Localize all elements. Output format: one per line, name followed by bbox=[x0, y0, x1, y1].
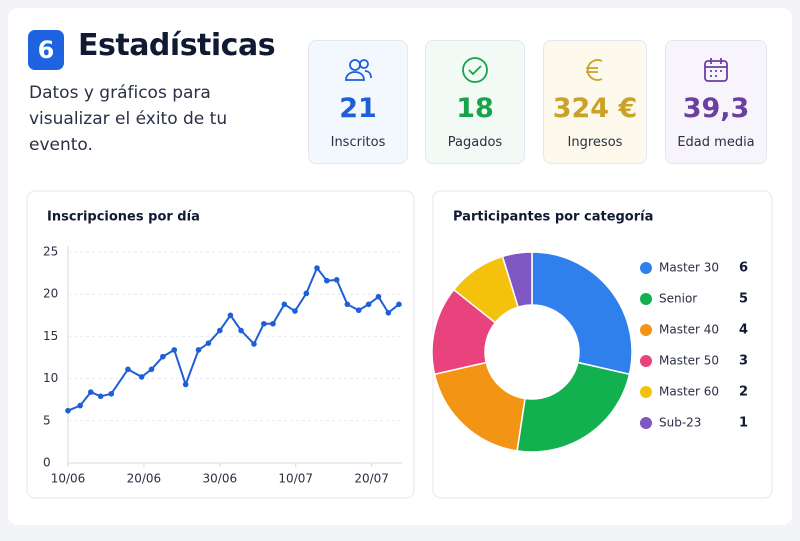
legend-value: 1 bbox=[739, 416, 748, 431]
x-tick-label: 10/06 bbox=[51, 472, 86, 486]
x-tick-label: 20/07 bbox=[354, 472, 389, 486]
y-tick-label: 0 bbox=[43, 456, 51, 470]
point bbox=[324, 277, 330, 284]
point bbox=[195, 347, 202, 353]
step-badge: 6 bbox=[28, 30, 64, 70]
stat-value: 39,3 bbox=[682, 93, 750, 124]
y-tick-label: 20 bbox=[43, 287, 58, 301]
point bbox=[87, 389, 94, 395]
page: 6 Estadísticas Datos y gráficos para vis… bbox=[8, 8, 792, 525]
point bbox=[125, 366, 131, 373]
point bbox=[355, 307, 362, 314]
icon-euro bbox=[586, 59, 603, 81]
page-subtitle: Datos y gráficos para visualizar el éxit… bbox=[29, 83, 228, 155]
stat-label: Inscritos bbox=[330, 135, 386, 150]
legend-value: 3 bbox=[739, 354, 748, 369]
point bbox=[77, 402, 83, 409]
point bbox=[261, 320, 267, 327]
stat-label: Edad media bbox=[677, 135, 755, 150]
stat-label: Ingresos bbox=[567, 135, 623, 150]
legend-value: 2 bbox=[739, 385, 748, 400]
x-tick-label: 30/06 bbox=[203, 472, 238, 486]
legend-swatch bbox=[640, 324, 652, 336]
legend-label: Master 30 bbox=[659, 261, 719, 275]
pie-slice bbox=[501, 251, 533, 309]
point bbox=[303, 290, 310, 297]
stat-label: Pagados bbox=[447, 135, 503, 150]
point bbox=[171, 347, 178, 353]
point bbox=[148, 366, 155, 373]
pie-slice bbox=[516, 361, 631, 453]
point bbox=[217, 327, 223, 334]
icon-calendar bbox=[704, 58, 728, 82]
legend-label: Master 50 bbox=[659, 354, 719, 368]
point bbox=[314, 265, 320, 271]
point bbox=[182, 381, 189, 388]
point bbox=[227, 312, 234, 319]
page-title: Estadísticas bbox=[78, 28, 276, 63]
x-tick-label: 10/07 bbox=[278, 472, 313, 486]
point bbox=[292, 308, 298, 314]
y-tick-label: 25 bbox=[43, 245, 58, 259]
legend-label: Master 40 bbox=[659, 323, 719, 337]
chart-title: Inscripciones por día bbox=[47, 210, 200, 225]
legend-value: 6 bbox=[739, 261, 748, 276]
point bbox=[333, 277, 340, 283]
y-tick-label: 10 bbox=[43, 371, 58, 385]
point bbox=[160, 353, 166, 360]
point bbox=[97, 393, 104, 400]
stat-value: 21 bbox=[339, 93, 377, 124]
point bbox=[270, 320, 276, 327]
body: { "header": {"step": "6", "title": "Esta… bbox=[0, 8, 800, 541]
stat-card: 39,3 Edad media bbox=[665, 40, 767, 164]
chart-title: Participantes por categoría bbox=[453, 210, 653, 225]
stat-card: 21 Inscritos bbox=[308, 40, 408, 164]
y-tick-label: 5 bbox=[43, 413, 51, 427]
legend-swatch bbox=[640, 417, 652, 429]
icon-check bbox=[462, 57, 488, 83]
point bbox=[375, 293, 382, 300]
point bbox=[365, 301, 372, 308]
legend-swatch bbox=[640, 293, 652, 305]
stat-value: 324 € bbox=[552, 93, 638, 124]
point bbox=[138, 374, 145, 380]
stat-card: 324 € Ingresos bbox=[543, 40, 647, 164]
legend-label: Sub-23 bbox=[659, 416, 701, 430]
legend-swatch bbox=[640, 262, 652, 274]
point bbox=[344, 301, 351, 308]
legend-swatch bbox=[640, 386, 652, 398]
legend-value: 4 bbox=[739, 323, 748, 338]
point bbox=[205, 340, 212, 346]
legend-label: Master 60 bbox=[659, 385, 719, 399]
charts: Inscripciones por día Participantes por … bbox=[26, 190, 773, 499]
point bbox=[238, 327, 244, 334]
point bbox=[251, 341, 257, 347]
point bbox=[108, 390, 115, 397]
stat-value: 18 bbox=[456, 93, 494, 124]
y-tick-label: 15 bbox=[43, 329, 58, 343]
chart-card bbox=[26, 190, 415, 499]
x-tick-label: 20/06 bbox=[127, 472, 162, 486]
icon-users bbox=[345, 59, 372, 81]
stat-card: 18 Pagados bbox=[425, 40, 525, 164]
pie-slice bbox=[433, 361, 526, 452]
legend-label: Senior bbox=[659, 292, 697, 306]
point bbox=[65, 407, 71, 414]
point bbox=[385, 309, 392, 316]
point bbox=[396, 301, 402, 308]
pie-slice bbox=[531, 251, 633, 376]
legend-value: 5 bbox=[739, 292, 748, 307]
point bbox=[281, 301, 288, 308]
legend-swatch bbox=[640, 355, 652, 367]
